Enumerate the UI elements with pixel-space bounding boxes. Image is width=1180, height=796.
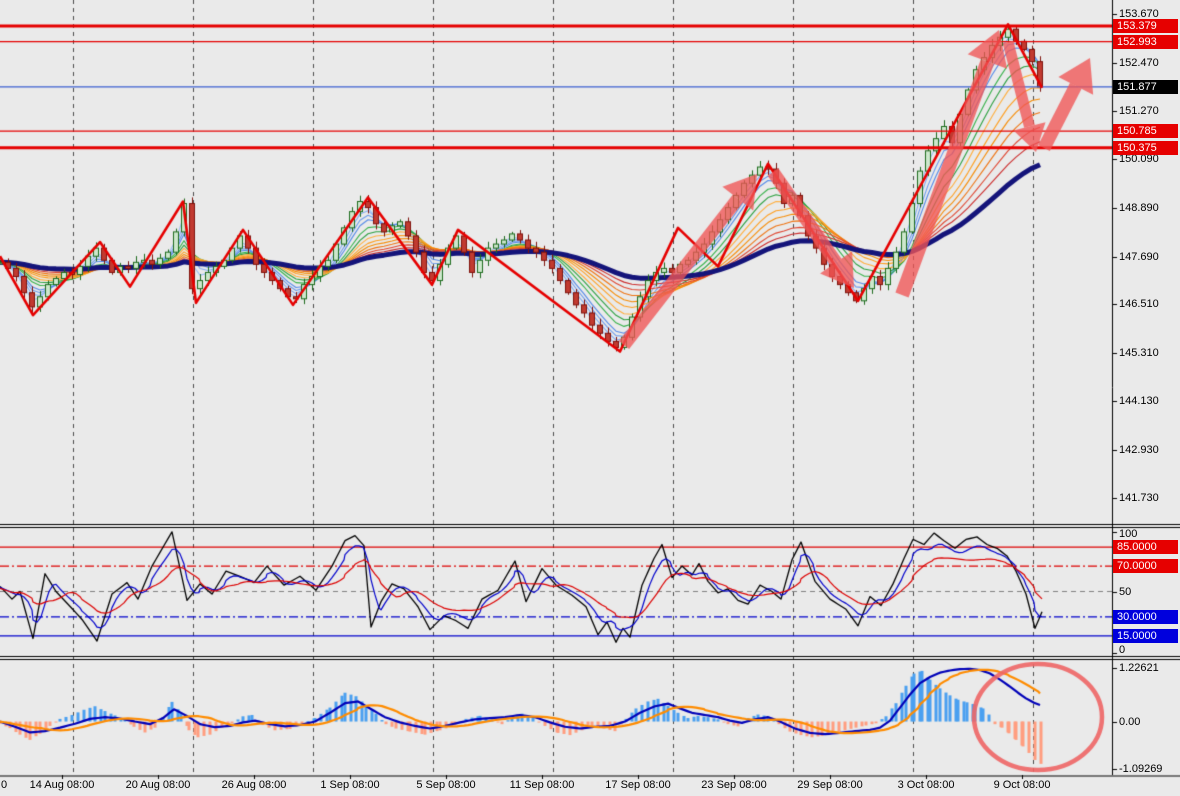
trading-chart-window: 153.670 152.470 151.270 150.090 148.890 147.6… <box>0 0 1180 796</box>
chart-canvas[interactable] <box>0 0 1180 796</box>
